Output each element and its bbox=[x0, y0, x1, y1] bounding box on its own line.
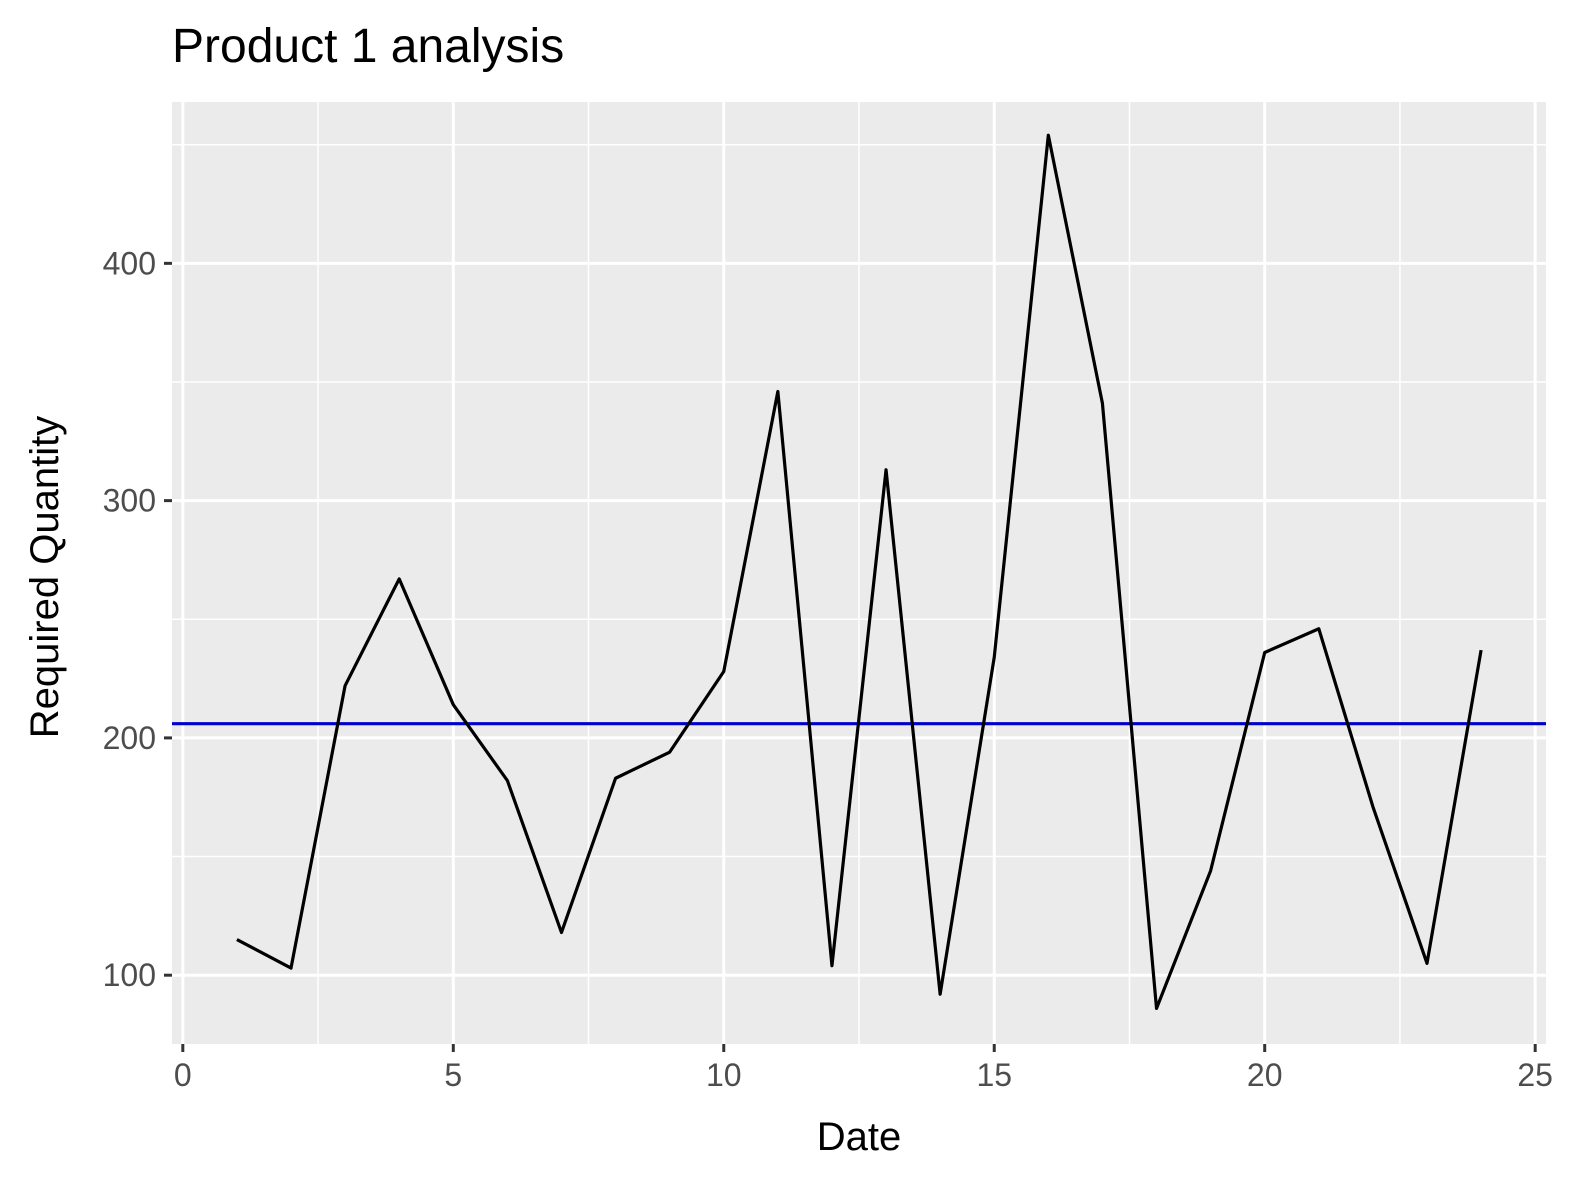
y-tick-label-1: 200 bbox=[103, 720, 156, 756]
minor-gridlines bbox=[172, 102, 1546, 1044]
x-axis-title: Date bbox=[817, 1115, 902, 1159]
chart-title: Product 1 analysis bbox=[172, 20, 564, 73]
series-layer bbox=[236, 133, 1483, 1011]
major-gridlines bbox=[172, 102, 1546, 1044]
x-tick-label-3: 15 bbox=[976, 1057, 1012, 1093]
y-tick-label-2: 300 bbox=[103, 483, 156, 519]
x-tick-label-5: 25 bbox=[1517, 1057, 1553, 1093]
x-axis: 0 5 10 15 20 25 bbox=[174, 1044, 1553, 1093]
series-line-0 bbox=[236, 133, 1483, 1011]
x-tick-label-4: 20 bbox=[1247, 1057, 1283, 1093]
x-tick-label-1: 5 bbox=[444, 1057, 462, 1093]
y-tick-label-0: 100 bbox=[103, 957, 156, 993]
y-tick-label-3: 400 bbox=[103, 245, 156, 281]
y-axis-title: Required Quantity bbox=[23, 416, 67, 738]
x-tick-label-0: 0 bbox=[174, 1057, 192, 1093]
y-axis: 100 200 300 400 bbox=[103, 245, 172, 993]
x-tick-label-2: 10 bbox=[706, 1057, 742, 1093]
